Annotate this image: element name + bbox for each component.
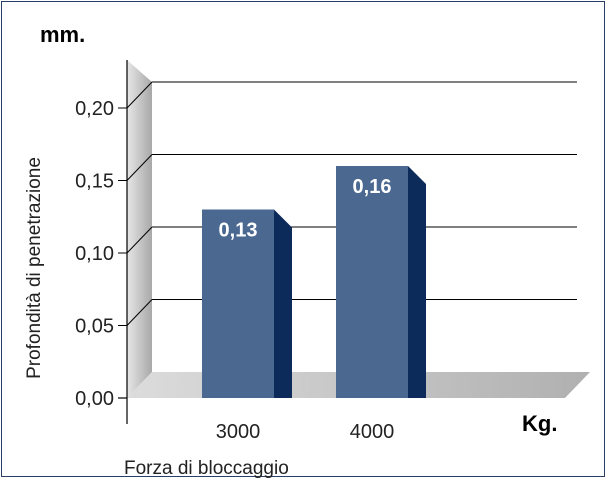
bar-side [274, 210, 292, 399]
x-axis-label: Forza di bloccaggio [124, 458, 289, 479]
y-axis-label: Profondità di penetrazione [24, 157, 45, 379]
x-tick-label: 4000 [350, 421, 395, 443]
chart-back-wall [127, 60, 152, 398]
y-tick-label: 0,05 [75, 316, 114, 338]
bar-side [408, 166, 426, 398]
y-unit-label: mm. [40, 22, 85, 47]
bar [336, 166, 408, 398]
bar-value-label: 0,16 [353, 176, 392, 198]
y-tick-label: 0,10 [75, 243, 114, 265]
x-tick-label: 3000 [216, 421, 261, 443]
x-unit-label: Kg. [522, 411, 557, 436]
y-tick-label: 0,20 [75, 98, 114, 120]
bar-value-label: 0,13 [219, 220, 258, 242]
y-tick-label: 0,15 [75, 171, 114, 193]
y-tick-label: 0,00 [75, 388, 114, 410]
